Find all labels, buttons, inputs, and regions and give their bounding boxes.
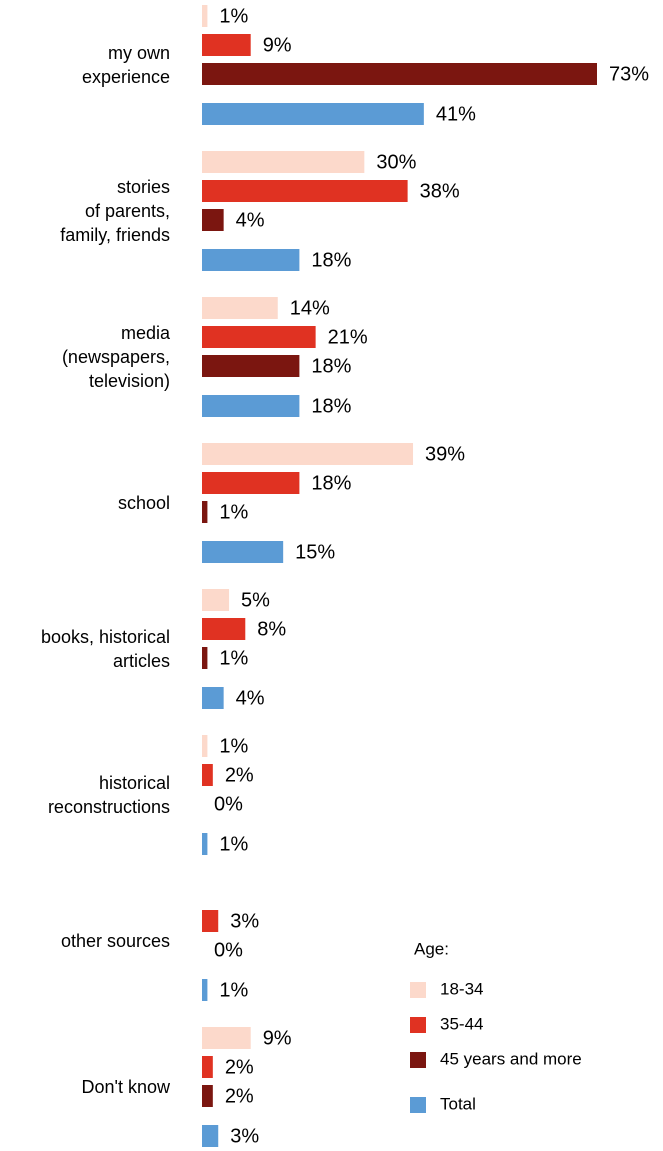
- category-label: family, friends: [60, 225, 170, 245]
- category-label: other sources: [61, 931, 170, 951]
- value-label: 1%: [219, 501, 248, 523]
- value-label: 30%: [376, 151, 416, 173]
- bar: [202, 5, 208, 27]
- category-label: school: [118, 493, 170, 513]
- category-label: experience: [82, 67, 170, 87]
- bar: [202, 1056, 213, 1078]
- value-label: 4%: [236, 687, 265, 709]
- legend-label: Total: [440, 1094, 476, 1113]
- legend-swatch: [410, 1052, 426, 1068]
- value-label: 0%: [214, 793, 243, 815]
- category-label: my own: [108, 43, 170, 63]
- bar: [202, 833, 208, 855]
- value-label: 41%: [436, 103, 476, 125]
- category-label: reconstructions: [48, 797, 170, 817]
- value-label: 21%: [328, 326, 368, 348]
- bar: [202, 34, 251, 56]
- bar: [202, 1125, 219, 1147]
- bar: [202, 687, 224, 709]
- category-label: (newspapers,: [62, 347, 170, 367]
- value-label: 18%: [311, 249, 351, 271]
- legend-label: 18-34: [440, 979, 483, 998]
- value-label: 15%: [295, 541, 335, 563]
- value-label: 8%: [257, 618, 286, 640]
- category-label: media: [121, 323, 171, 343]
- bar: [202, 472, 300, 494]
- value-label: 2%: [225, 764, 254, 786]
- bar: [202, 764, 213, 786]
- value-label: 1%: [219, 5, 248, 27]
- bar: [202, 735, 208, 757]
- bar: [202, 1085, 213, 1107]
- value-label: 5%: [241, 589, 270, 611]
- value-label: 4%: [236, 209, 265, 231]
- legend-swatch: [410, 1017, 426, 1033]
- bar: [202, 647, 208, 669]
- category-label: books, historical: [41, 627, 170, 647]
- bar: [202, 541, 284, 563]
- bar: [202, 979, 208, 1001]
- bar: [202, 209, 224, 231]
- value-label: 1%: [219, 735, 248, 757]
- bar: [202, 443, 414, 465]
- bar: [202, 103, 424, 125]
- value-label: 1%: [219, 979, 248, 1001]
- bar: [202, 180, 408, 202]
- legend-swatch: [410, 1097, 426, 1113]
- bar: [202, 249, 300, 271]
- value-label: 9%: [263, 34, 292, 56]
- category-label: television): [89, 371, 170, 391]
- value-label: 2%: [225, 1085, 254, 1107]
- value-label: 14%: [290, 297, 330, 319]
- value-label: 9%: [263, 1027, 292, 1049]
- value-label: 73%: [609, 63, 649, 85]
- value-label: 2%: [225, 1056, 254, 1078]
- bar: [202, 589, 230, 611]
- value-label: 3%: [230, 1125, 259, 1147]
- category-label: of parents,: [85, 201, 170, 221]
- value-label: 3%: [230, 910, 259, 932]
- value-label: 18%: [311, 355, 351, 377]
- category-label: stories: [117, 177, 170, 197]
- value-label: 0%: [214, 939, 243, 961]
- bar: [202, 618, 246, 640]
- legend-swatch: [410, 982, 426, 998]
- bar: [202, 395, 300, 417]
- legend-label: 35-44: [440, 1014, 483, 1033]
- value-label: 1%: [219, 833, 248, 855]
- bar: [202, 63, 597, 85]
- bar: [202, 910, 219, 932]
- legend-label: 45 years and more: [440, 1049, 582, 1068]
- value-label: 39%: [425, 443, 465, 465]
- bar: [202, 326, 316, 348]
- bar: [202, 151, 365, 173]
- value-label: 18%: [311, 472, 351, 494]
- category-label: articles: [113, 651, 170, 671]
- bar: [202, 1027, 251, 1049]
- bar: [202, 297, 278, 319]
- value-label: 38%: [420, 180, 460, 202]
- category-label: Don't know: [82, 1077, 171, 1097]
- category-label: historical: [99, 773, 170, 793]
- value-label: 18%: [311, 395, 351, 417]
- bar: [202, 355, 300, 377]
- legend-title: Age:: [414, 939, 449, 958]
- bar: [202, 501, 208, 523]
- value-label: 1%: [219, 647, 248, 669]
